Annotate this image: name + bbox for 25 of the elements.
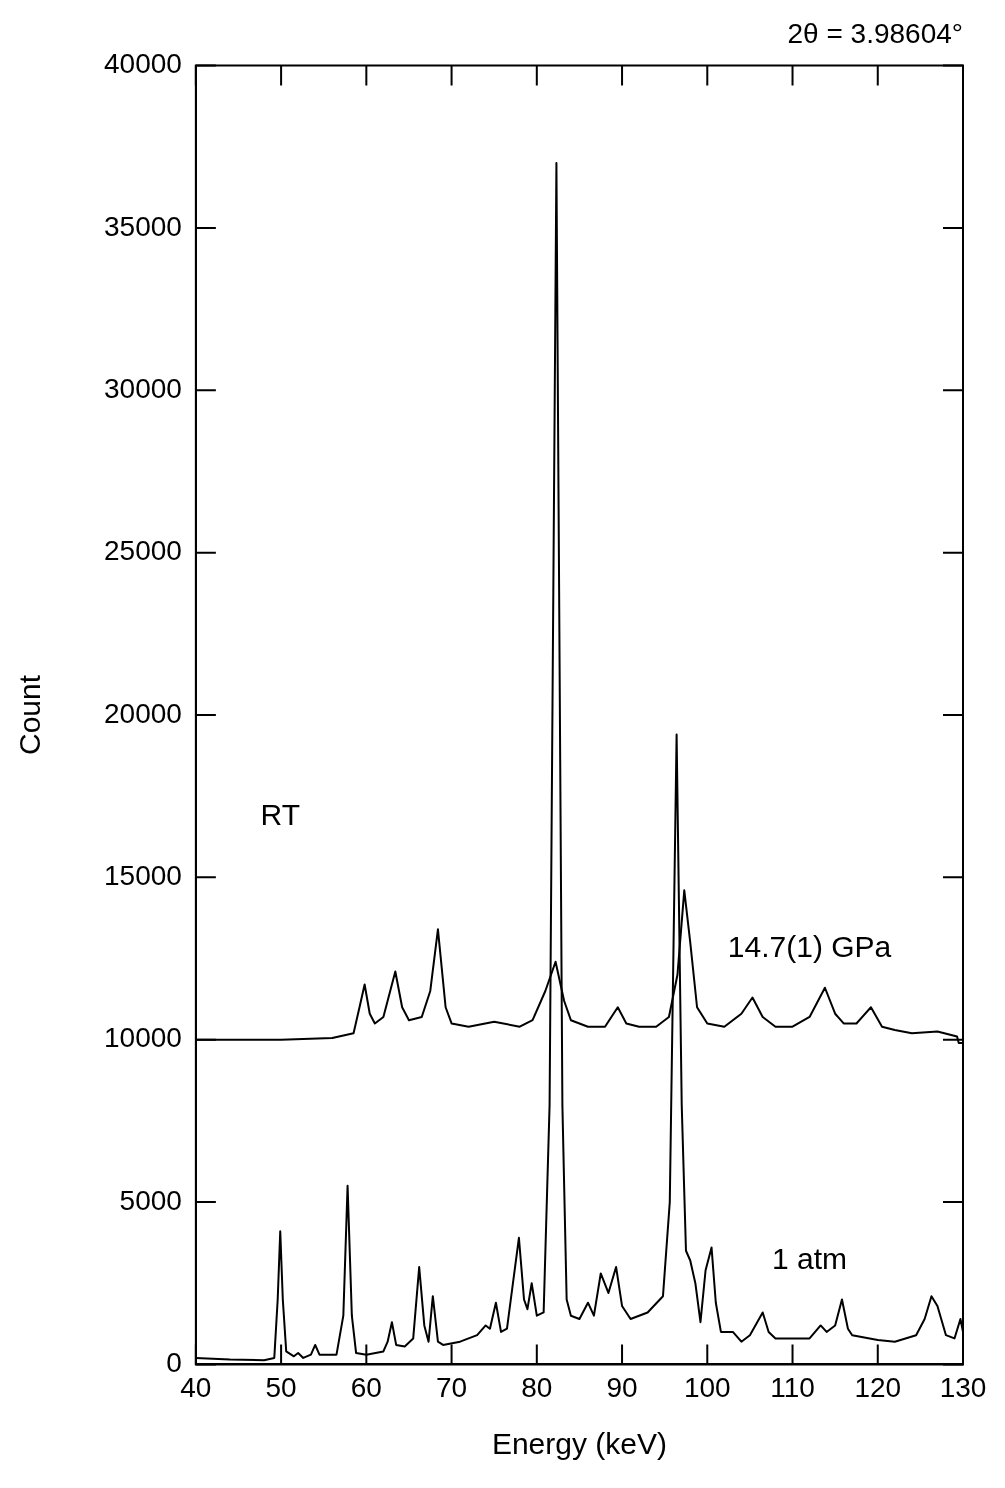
x-tick-label: 120 <box>854 1371 902 1403</box>
series-label: 14.7(1) GPa <box>727 930 892 964</box>
x-tick-label: 40 <box>180 1371 212 1403</box>
y-tick-label: 0 <box>166 1347 182 1379</box>
y-tick-label: 15000 <box>103 860 182 892</box>
y-tick-label: 10000 <box>103 1022 182 1054</box>
x-tick-label: 130 <box>939 1371 987 1403</box>
x-tick-label: 110 <box>770 1371 815 1403</box>
x-tick-label: 80 <box>521 1371 553 1403</box>
y-tick-label: 20000 <box>103 697 182 729</box>
x-tick-label: 50 <box>265 1371 297 1403</box>
x-tick-label: 90 <box>606 1371 638 1403</box>
y-axis-title: Count <box>13 674 47 756</box>
chart-title: 2θ = 3.98604° <box>787 17 963 49</box>
y-tick-label: 30000 <box>103 373 182 405</box>
annotation: RT <box>260 798 300 832</box>
y-tick-label: 40000 <box>103 48 182 80</box>
y-tick-label: 5000 <box>119 1184 182 1216</box>
series-label: 1 atm <box>772 1241 848 1275</box>
x-axis-title: Energy (keV) <box>491 1427 667 1461</box>
x-tick-label: 60 <box>350 1371 382 1403</box>
x-tick-label: 70 <box>436 1371 468 1403</box>
y-tick-label: 35000 <box>103 210 182 242</box>
x-tick-label: 100 <box>683 1371 731 1403</box>
y-tick-label: 25000 <box>103 535 182 567</box>
